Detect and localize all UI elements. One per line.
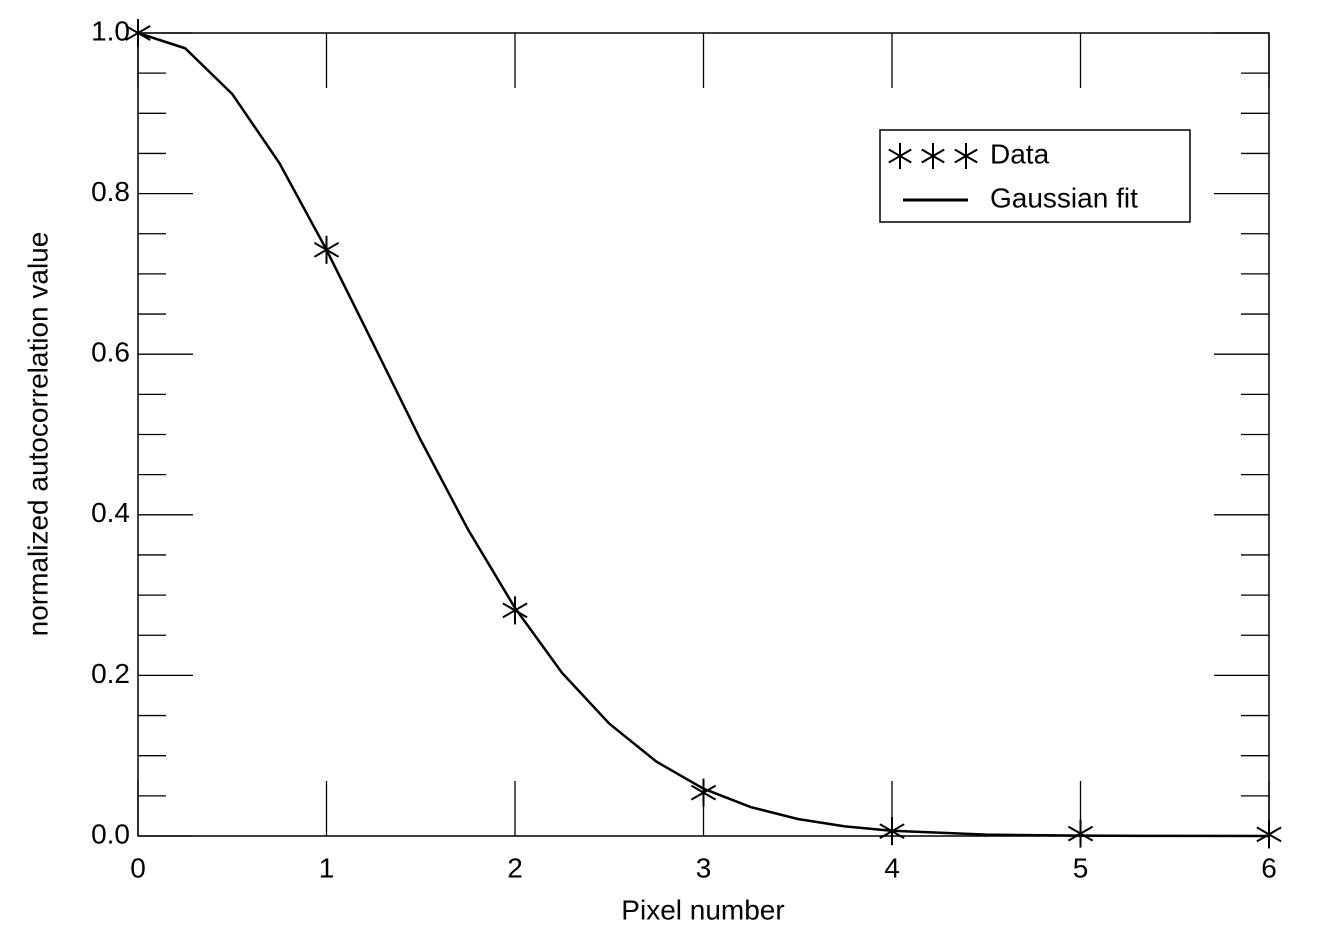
legend-box [879,129,1191,223]
data-marker [125,19,151,47]
data-marker [1256,820,1282,849]
y-tick-label: 0.4 [91,497,130,528]
star-arm [1256,826,1282,843]
x-tick-label: 4 [884,852,900,883]
y-tick-label: 0.0 [91,818,130,849]
legend-marker [921,143,945,169]
x-tick-label: 1 [319,852,335,883]
star-arm [921,148,945,164]
y-tick-label: 0.6 [91,337,130,368]
legend-label: Data [990,138,1050,169]
data-marker [502,596,528,625]
legend-marker [954,143,978,169]
star-arm [1067,825,1094,842]
x-tick-label: 0 [130,852,146,883]
y-tick-label: 0.8 [91,176,130,207]
star-arm [954,148,978,164]
star-arm [125,25,151,41]
data-marker [690,778,717,807]
star-arm [502,602,528,619]
x-tick-label: 5 [1073,852,1089,883]
x-axis-label: Pixel number [621,894,784,925]
legend-marker [888,143,912,169]
fit-line [137,31,1270,838]
star-arm [690,784,717,801]
legend-label: Gaussian fit [990,182,1138,213]
y-tick-label: 0.2 [91,658,130,689]
y-tick-label: 1.0 [91,15,130,46]
x-tick-label: 3 [696,852,712,883]
y-axis-label: normalized autocorrelation value [22,232,53,637]
x-tick-label: 6 [1261,852,1277,883]
data-marker [1067,819,1094,848]
x-tick-label: 2 [507,852,523,883]
star-arm [888,148,912,164]
